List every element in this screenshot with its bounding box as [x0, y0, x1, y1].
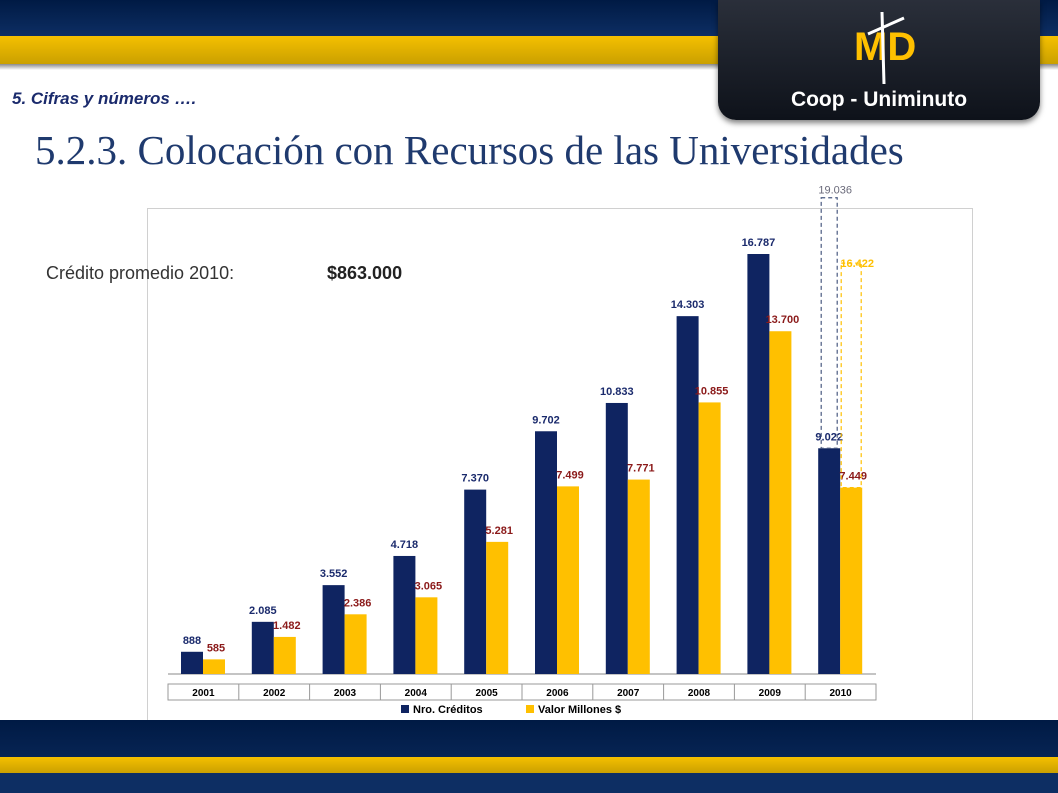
bar-nro-creditos	[676, 316, 699, 674]
md-logo-icon: MD	[854, 11, 916, 84]
projection-box-nro-creditos	[820, 197, 838, 449]
x-tick-label: 2006	[546, 688, 569, 699]
data-label-nro-creditos: 4.718	[391, 539, 419, 551]
projection-label-nro-creditos: 19.036	[818, 185, 852, 197]
data-label-nro-creditos: 7.370	[461, 473, 489, 485]
x-tick-label: 2010	[829, 688, 852, 699]
data-label-nro-creditos: 14.303	[671, 299, 705, 311]
data-label-valor-millones: 7.771	[627, 463, 655, 475]
data-label-nro-creditos: 9.022	[815, 431, 843, 443]
data-label-valor-millones: 10.855	[695, 385, 729, 397]
bar-nro-creditos	[464, 489, 487, 674]
bar-valor-millones	[840, 487, 863, 674]
data-label-nro-creditos: 2.085	[249, 605, 277, 617]
data-label-nro-creditos: 3.552	[320, 568, 348, 580]
data-label-valor-millones: 3.065	[415, 580, 443, 592]
bar-valor-millones	[627, 479, 650, 674]
x-tick-label: 2009	[759, 688, 782, 699]
data-label-valor-millones: 1.482	[273, 620, 301, 632]
bar-nro-creditos	[322, 585, 345, 674]
average-credit-label: Crédito promedio 2010:	[46, 263, 235, 283]
coop-uniminuto-logo: MD Coop - Uniminuto	[718, 0, 1040, 120]
x-tick-label: 2005	[475, 688, 498, 699]
bar-valor-millones	[769, 331, 792, 674]
bar-valor-millones	[273, 636, 296, 674]
bar-nro-creditos	[393, 555, 416, 674]
data-label-valor-millones: 5.281	[485, 525, 513, 537]
x-tick-label: 2001	[192, 688, 215, 699]
data-label-valor-millones: 585	[207, 642, 225, 654]
section-label: 5. Cifras y números ….	[12, 89, 197, 108]
bar-valor-millones	[415, 597, 438, 674]
data-label-nro-creditos: 16.787	[742, 237, 776, 249]
page-title: 5.2.3. Colocación con Recursos de las Un…	[35, 127, 904, 173]
logo-text: Coop - Uniminuto	[790, 88, 968, 111]
bar-valor-millones	[557, 486, 579, 674]
svg-text:MD: MD	[854, 25, 916, 69]
bar-valor-millones	[344, 614, 367, 674]
legend-label-valor-millones: Valor Millones $	[538, 704, 621, 716]
bottom-banner	[0, 720, 1058, 793]
data-label-valor-millones: 7.499	[556, 469, 584, 481]
bar-nro-creditos	[535, 431, 557, 674]
data-label-valor-millones: 13.700	[766, 314, 800, 326]
data-label-valor-millones: 2.386	[344, 597, 372, 609]
bar-nro-creditos	[251, 621, 274, 674]
bar-nro-creditos	[818, 448, 841, 674]
projection-label-valor-millones: 16.422	[840, 258, 874, 270]
x-tick-label: 2002	[263, 688, 286, 699]
bar-nro-creditos	[747, 254, 770, 674]
bar-valor-millones	[486, 541, 509, 674]
data-label-nro-creditos: 9.702	[532, 414, 560, 426]
legend-swatch-valor-millones	[526, 705, 534, 713]
x-tick-label: 2003	[334, 688, 357, 699]
data-label-nro-creditos: 10.833	[600, 386, 634, 398]
legend-label-nro-creditos: Nro. Créditos	[413, 704, 483, 716]
bar-nro-creditos	[181, 651, 203, 674]
legend-swatch-nro-creditos	[401, 705, 409, 713]
bar-valor-millones	[698, 402, 721, 674]
data-label-nro-creditos: 888	[183, 635, 201, 647]
x-tick-label: 2008	[688, 688, 711, 699]
bar-valor-millones	[203, 659, 225, 674]
bar-nro-creditos	[605, 402, 628, 674]
average-credit-value: $863.000	[327, 263, 403, 283]
projection-box-valor-millones	[840, 262, 862, 489]
chart-frame	[147, 208, 973, 729]
data-label-valor-millones: 7.449	[839, 471, 867, 483]
x-tick-label: 2004	[405, 688, 428, 699]
x-tick-label: 2007	[617, 688, 640, 699]
